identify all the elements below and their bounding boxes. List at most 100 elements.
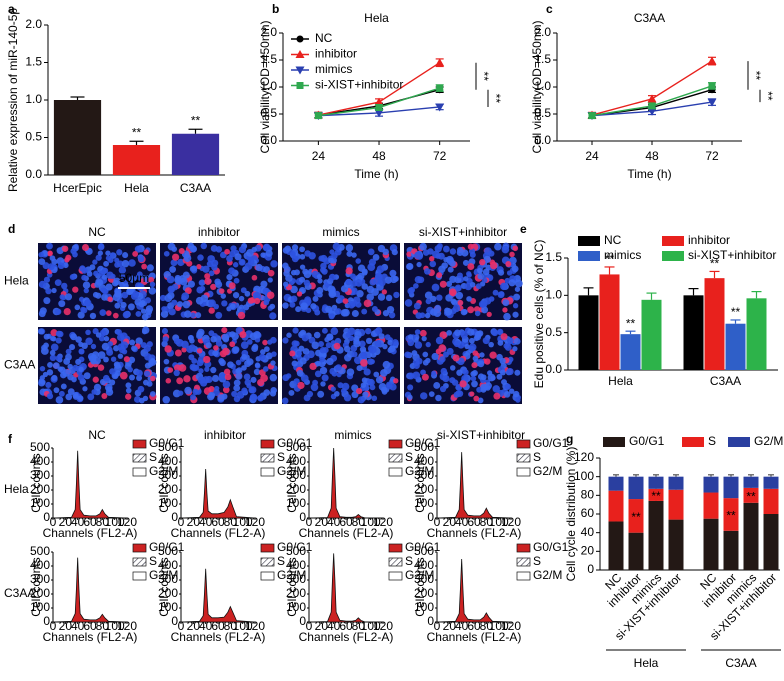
nucleus xyxy=(119,281,125,288)
nucleus xyxy=(103,336,110,342)
nucleus xyxy=(110,252,116,258)
nucleus xyxy=(314,370,322,378)
nucleus xyxy=(188,344,196,352)
nucleus xyxy=(196,286,204,294)
nucleus xyxy=(444,307,450,314)
y-axis-label: Cell counts xyxy=(157,557,171,616)
nucleus xyxy=(207,255,215,263)
nucleus xyxy=(425,341,431,348)
legend-label: G0/G1 xyxy=(533,540,569,554)
nucleus xyxy=(263,266,270,274)
nucleus xyxy=(504,383,511,390)
x-tick-label: HcerEpic xyxy=(53,181,102,195)
nucleus xyxy=(393,378,399,384)
x-axis-label: Channels (FL2-A) xyxy=(43,526,138,540)
x-tick-label: 100 xyxy=(105,515,125,529)
y-tick-label: 300 xyxy=(158,572,178,586)
legend-label: S xyxy=(277,450,285,464)
nucleus xyxy=(472,350,479,357)
nucleus xyxy=(92,376,99,383)
nucleus xyxy=(449,365,456,371)
nucleus xyxy=(79,265,86,272)
nucleus xyxy=(144,297,152,304)
nucleus xyxy=(171,283,179,291)
nucleus xyxy=(222,380,231,389)
nucleus xyxy=(103,260,109,267)
legend-swatch xyxy=(132,467,147,477)
nucleus xyxy=(509,251,515,258)
nucleus xyxy=(208,330,215,337)
nucleus xyxy=(393,291,400,299)
nucleus xyxy=(310,303,317,310)
nucleus xyxy=(494,242,502,251)
x-tick-label: 20 xyxy=(59,619,73,633)
nucleus xyxy=(127,303,135,311)
nucleus xyxy=(246,339,253,345)
nucleus xyxy=(299,357,307,365)
x-tick-label: 0 xyxy=(50,619,57,633)
bar xyxy=(171,133,220,175)
nucleus xyxy=(484,247,492,255)
nucleus xyxy=(176,301,184,308)
y-tick-label: 500 xyxy=(158,544,178,558)
y-tick-label: 0.0 xyxy=(545,362,562,376)
nucleus xyxy=(42,371,49,378)
nucleus xyxy=(351,252,357,258)
marker xyxy=(707,56,717,65)
nucleus xyxy=(315,360,321,367)
nucleus xyxy=(83,372,91,380)
marker xyxy=(708,82,716,90)
nucleus xyxy=(298,276,306,283)
nucleus xyxy=(86,271,93,277)
nucleus xyxy=(474,310,481,317)
nucleus xyxy=(38,251,44,258)
nucleus xyxy=(386,382,393,390)
scale-bar-label: 50μm xyxy=(119,271,149,285)
nucleus xyxy=(419,329,427,337)
marker xyxy=(588,112,596,120)
significance: ** xyxy=(746,490,756,504)
nucleus xyxy=(358,340,366,348)
legend-swatch xyxy=(260,557,275,567)
nucleus xyxy=(319,356,325,363)
x-tick-label: Hela xyxy=(124,181,149,195)
nucleus xyxy=(371,306,378,312)
nucleus xyxy=(112,293,121,302)
nucleus xyxy=(293,378,300,385)
nucleus xyxy=(114,257,120,263)
nucleus xyxy=(467,328,475,336)
legend-swatch xyxy=(662,251,684,261)
nucleus xyxy=(404,351,411,358)
nucleus xyxy=(317,278,323,284)
nucleus xyxy=(343,393,352,402)
nucleus xyxy=(68,344,76,351)
nucleus xyxy=(181,292,190,301)
nucleus xyxy=(302,268,309,275)
nucleus xyxy=(39,365,46,372)
nucleus xyxy=(246,358,254,366)
x-tick-label: 72 xyxy=(433,149,447,163)
x-tick-label: 40 xyxy=(71,515,85,529)
nucleus xyxy=(345,332,351,338)
nucleus xyxy=(67,373,74,381)
nucleus xyxy=(353,339,361,348)
nucleus xyxy=(486,311,492,317)
nucleus xyxy=(119,273,126,279)
y-tick-label: 500 xyxy=(30,440,50,454)
nucleus xyxy=(481,306,489,314)
nucleus xyxy=(469,251,476,258)
nucleus xyxy=(312,379,319,386)
nucleus xyxy=(254,362,261,368)
nucleus xyxy=(371,395,378,402)
x-tick-label: 40 xyxy=(199,515,213,529)
nucleus xyxy=(515,397,521,403)
legend-label: mimics xyxy=(315,62,352,76)
legend-swatch xyxy=(260,543,275,553)
x-tick-label: 40 xyxy=(455,515,469,529)
bar-segment xyxy=(628,499,644,533)
nucleus xyxy=(260,280,268,288)
nucleus xyxy=(387,339,393,346)
nucleus xyxy=(227,361,234,369)
y-tick-label: 40 xyxy=(581,525,595,539)
marker xyxy=(648,102,656,110)
